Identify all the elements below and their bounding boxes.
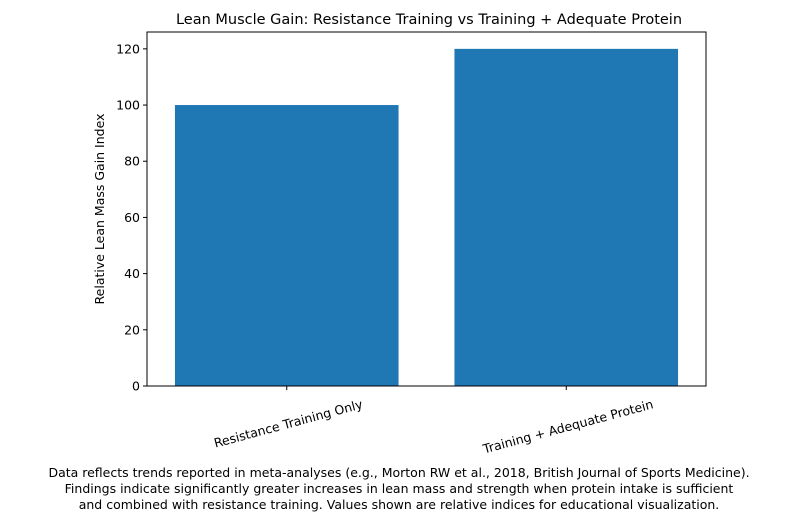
- y-axis-label: Relative Lean Mass Gain Index: [92, 114, 107, 305]
- x-tick-label: Training + Adequate Protein: [480, 396, 654, 456]
- y-axis: 0 20 40 60 80 100 120: [116, 41, 147, 394]
- x-axis: Resistance Training Only Training + Adequ…: [212, 386, 655, 457]
- y-tick-label: 100: [116, 98, 140, 113]
- y-tick-label: 20: [124, 322, 140, 337]
- chart-title: Lean Muscle Gain: Resistance Training vs…: [176, 12, 682, 28]
- caption-line-1: Data reflects trends reported in meta-an…: [48, 465, 750, 480]
- y-tick-label: 60: [124, 210, 140, 225]
- y-tick-label: 40: [124, 266, 140, 281]
- y-tick-label: 80: [124, 154, 140, 169]
- y-tick-label: 120: [116, 41, 140, 56]
- bar: [174, 105, 399, 387]
- caption-line-2: Findings indicate significantly greater …: [64, 481, 734, 496]
- caption-line-3: and combined with resistance training. V…: [78, 497, 720, 512]
- bar: [454, 48, 679, 386]
- x-tick-label: Resistance Training Only: [212, 396, 365, 450]
- bars-group: [174, 48, 679, 387]
- plot-frame: [146, 31, 707, 387]
- y-tick-label: 0: [132, 379, 140, 394]
- caption: Data reflects trends reported in meta-an…: [0, 465, 798, 513]
